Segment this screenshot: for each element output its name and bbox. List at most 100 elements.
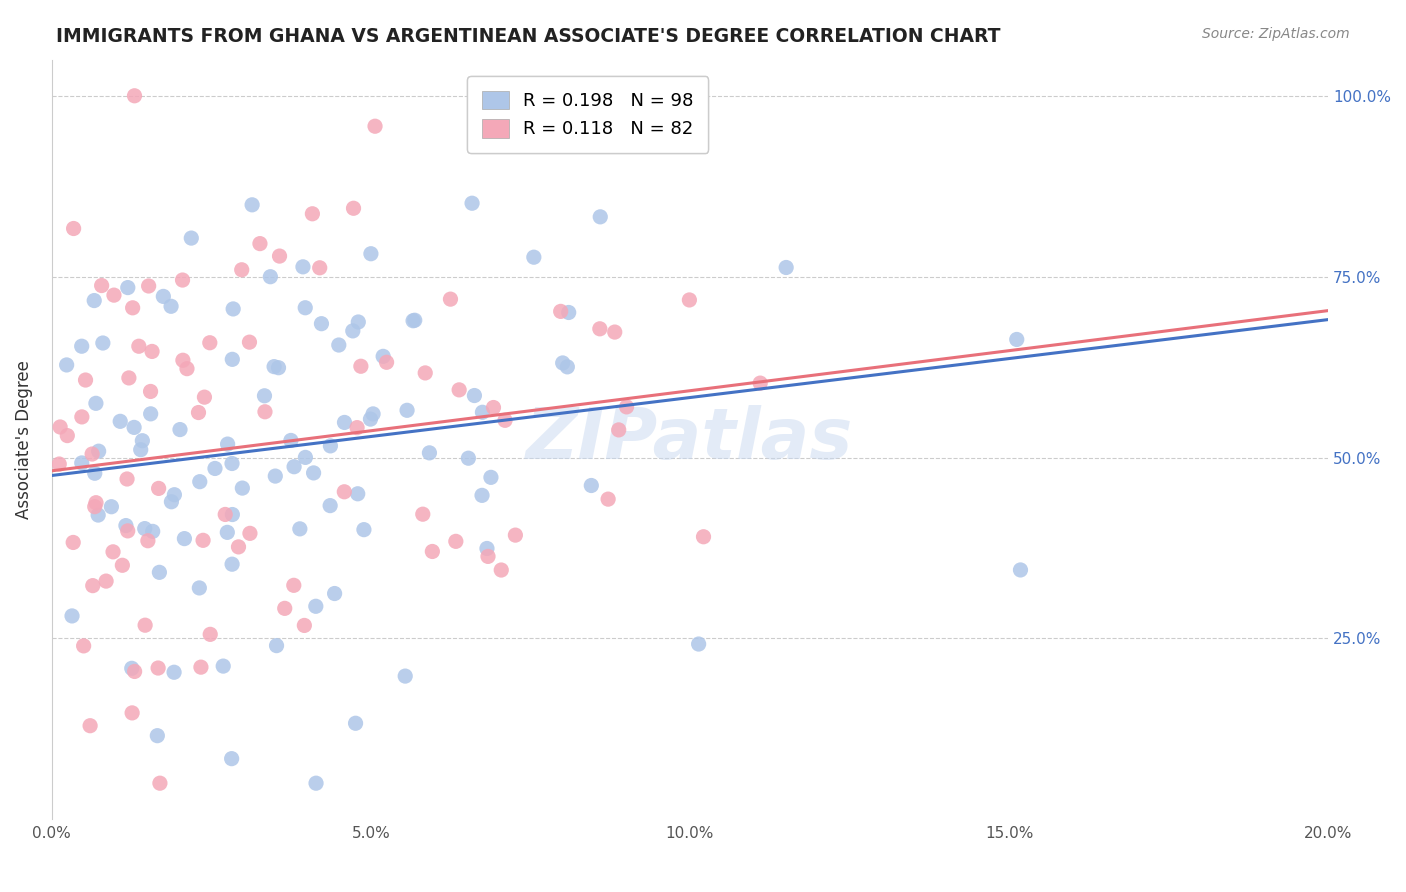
Point bbox=[346, 420, 368, 434]
Point bbox=[82, 447, 104, 461]
Point bbox=[160, 299, 183, 313]
Y-axis label: Associate's Degree: Associate's Degree bbox=[15, 360, 32, 519]
Point bbox=[283, 459, 305, 474]
Point bbox=[396, 403, 419, 417]
Point bbox=[253, 389, 276, 403]
Point bbox=[259, 269, 281, 284]
Point bbox=[471, 405, 494, 419]
Point bbox=[124, 88, 146, 103]
Point bbox=[204, 461, 226, 475]
Point bbox=[301, 207, 323, 221]
Point bbox=[347, 315, 370, 329]
Point bbox=[353, 523, 375, 537]
Point bbox=[146, 661, 169, 675]
Point bbox=[217, 437, 239, 451]
Point bbox=[523, 250, 546, 264]
Point bbox=[494, 413, 516, 427]
Point bbox=[190, 660, 212, 674]
Point bbox=[115, 472, 138, 486]
Point bbox=[191, 533, 214, 548]
Point bbox=[350, 359, 373, 374]
Point bbox=[305, 599, 328, 614]
Point bbox=[111, 558, 134, 573]
Point bbox=[173, 532, 195, 546]
Point bbox=[475, 541, 498, 556]
Point bbox=[117, 524, 139, 538]
Point bbox=[266, 639, 288, 653]
Point bbox=[457, 451, 479, 466]
Point bbox=[333, 416, 356, 430]
Point bbox=[319, 499, 342, 513]
Point bbox=[557, 359, 579, 374]
Point bbox=[60, 609, 83, 624]
Point bbox=[538, 125, 561, 139]
Point bbox=[172, 273, 194, 287]
Point bbox=[62, 221, 84, 235]
Point bbox=[333, 484, 356, 499]
Point bbox=[134, 618, 156, 632]
Point bbox=[283, 578, 305, 592]
Text: Source: ZipAtlas.com: Source: ZipAtlas.com bbox=[1202, 27, 1350, 41]
Point bbox=[302, 466, 325, 480]
Point bbox=[678, 293, 700, 307]
Point bbox=[222, 301, 245, 316]
Point bbox=[139, 407, 162, 421]
Point bbox=[280, 434, 302, 448]
Point bbox=[692, 530, 714, 544]
Point bbox=[311, 317, 333, 331]
Point bbox=[70, 409, 93, 424]
Point bbox=[375, 355, 398, 369]
Point bbox=[214, 508, 236, 522]
Point bbox=[418, 446, 440, 460]
Point bbox=[131, 434, 153, 448]
Point bbox=[479, 470, 502, 484]
Point bbox=[180, 231, 202, 245]
Point bbox=[163, 488, 186, 502]
Point bbox=[115, 518, 138, 533]
Point bbox=[110, 414, 132, 428]
Point bbox=[70, 339, 93, 353]
Point bbox=[94, 574, 117, 588]
Point bbox=[48, 457, 70, 471]
Point bbox=[274, 601, 297, 615]
Point bbox=[90, 278, 112, 293]
Point bbox=[221, 352, 243, 367]
Point bbox=[422, 544, 444, 558]
Point bbox=[121, 301, 143, 315]
Point bbox=[288, 522, 311, 536]
Point bbox=[361, 407, 384, 421]
Point bbox=[121, 661, 143, 675]
Point bbox=[461, 196, 484, 211]
Point bbox=[253, 405, 276, 419]
Point bbox=[482, 401, 505, 415]
Point bbox=[187, 405, 209, 419]
Point bbox=[100, 500, 122, 514]
Point bbox=[79, 719, 101, 733]
Point bbox=[749, 376, 772, 391]
Point bbox=[231, 262, 253, 277]
Point bbox=[491, 563, 513, 577]
Point bbox=[160, 495, 183, 509]
Point bbox=[364, 120, 387, 134]
Point bbox=[129, 442, 152, 457]
Point bbox=[188, 581, 211, 595]
Point bbox=[581, 478, 603, 492]
Point bbox=[70, 456, 93, 470]
Point bbox=[319, 439, 342, 453]
Point bbox=[344, 716, 367, 731]
Point bbox=[238, 335, 260, 350]
Point bbox=[342, 324, 364, 338]
Point bbox=[294, 301, 316, 315]
Point bbox=[444, 534, 467, 549]
Point bbox=[49, 420, 72, 434]
Point bbox=[149, 776, 172, 790]
Point bbox=[221, 752, 243, 766]
Point bbox=[505, 528, 527, 542]
Point bbox=[373, 350, 395, 364]
Point bbox=[188, 475, 211, 489]
Point bbox=[249, 236, 271, 251]
Point bbox=[62, 535, 84, 549]
Point bbox=[148, 566, 170, 580]
Point bbox=[176, 361, 198, 376]
Point bbox=[394, 669, 416, 683]
